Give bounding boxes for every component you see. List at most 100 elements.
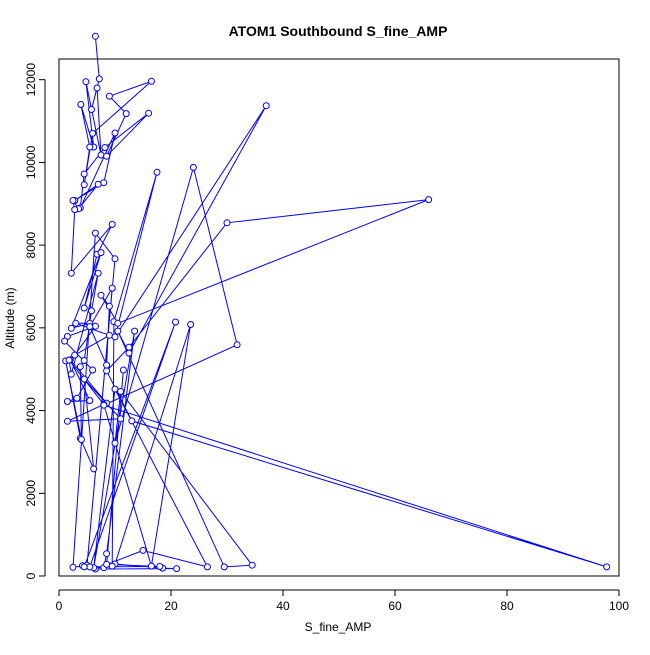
data-point xyxy=(156,563,164,570)
data-point xyxy=(100,401,108,409)
x-tick-label: 40 xyxy=(276,599,290,613)
data-point xyxy=(86,563,94,571)
data-point xyxy=(77,436,85,443)
data-point xyxy=(88,307,95,315)
data-point xyxy=(139,546,147,554)
data-point xyxy=(80,563,88,571)
data-point xyxy=(425,196,433,204)
y-tick-label: 6000 xyxy=(24,314,38,341)
data-point xyxy=(128,417,136,425)
data-point xyxy=(63,398,71,405)
x-tick-label: 0 xyxy=(56,599,63,613)
data-point xyxy=(122,110,130,118)
data-point xyxy=(88,106,95,113)
data-point xyxy=(67,269,75,277)
data-point xyxy=(67,370,75,378)
series-line xyxy=(63,36,607,570)
data-point xyxy=(80,357,88,364)
data-point xyxy=(97,151,105,159)
series-lines xyxy=(63,36,607,570)
data-point xyxy=(80,181,88,189)
data-point xyxy=(94,269,102,277)
data-point xyxy=(173,565,181,573)
data-point xyxy=(125,349,133,357)
data-point xyxy=(105,302,113,310)
data-point xyxy=(172,318,179,326)
plot-frame xyxy=(58,58,620,577)
y-tick-label: 10000 xyxy=(24,145,38,179)
data-point xyxy=(69,563,77,571)
data-point xyxy=(86,143,94,151)
data-point xyxy=(67,324,75,332)
data-point xyxy=(223,219,231,227)
data-point xyxy=(189,163,197,171)
data-point xyxy=(105,331,113,339)
data-point xyxy=(108,284,116,292)
data-point xyxy=(111,255,119,263)
data-point xyxy=(100,179,108,187)
data-point xyxy=(97,291,105,299)
data-point xyxy=(119,366,127,374)
data-point xyxy=(103,152,111,160)
data-point xyxy=(86,397,94,405)
data-point xyxy=(101,144,109,151)
data-point xyxy=(91,32,99,40)
data-point xyxy=(69,197,77,204)
chart-title: ATOM1 Southbound S_fine_AMP xyxy=(229,23,448,39)
x-tick-label: 20 xyxy=(164,599,178,613)
data-point xyxy=(111,439,119,447)
data-point xyxy=(65,356,73,364)
data-point xyxy=(108,220,116,228)
x-tick-label: 80 xyxy=(500,599,514,613)
data-point xyxy=(63,417,71,425)
data-point xyxy=(220,563,228,571)
data-point xyxy=(71,351,79,359)
data-point xyxy=(108,562,116,570)
data-point xyxy=(91,229,99,237)
data-point xyxy=(147,77,155,85)
data-point xyxy=(73,394,81,402)
data-point xyxy=(103,367,111,375)
data-point xyxy=(145,109,153,117)
data-point xyxy=(262,102,270,110)
data-point xyxy=(117,388,125,395)
data-point xyxy=(71,206,79,214)
data-point xyxy=(89,129,97,137)
data-point xyxy=(103,560,111,568)
x-axis-label: S_fine_AMP xyxy=(305,620,372,634)
data-point xyxy=(80,170,88,178)
data-point xyxy=(233,341,241,349)
y-tick-label: 4000 xyxy=(24,397,38,424)
data-point xyxy=(77,101,85,108)
y-axis-label: Altitude (m) xyxy=(3,287,17,348)
x-axis: 0 20 40 60 80 100 xyxy=(56,589,629,613)
x-tick-label: 100 xyxy=(609,599,629,613)
y-tick-label: 12000 xyxy=(24,63,38,97)
series-points xyxy=(61,32,611,573)
data-point xyxy=(248,561,256,569)
data-point xyxy=(103,361,111,369)
data-point xyxy=(147,562,155,570)
data-point xyxy=(91,322,99,330)
data-point xyxy=(97,249,105,257)
data-point xyxy=(111,333,119,341)
y-tick-label: 2000 xyxy=(24,480,38,507)
data-point xyxy=(86,323,94,331)
data-point xyxy=(117,415,125,423)
data-point xyxy=(153,168,161,176)
x-tick-label: 60 xyxy=(388,599,402,613)
data-point xyxy=(187,321,195,328)
y-axis: 0 2000 4000 6000 8000 10000 12000 xyxy=(24,63,46,579)
data-point xyxy=(94,180,102,188)
data-point xyxy=(90,465,98,473)
data-point xyxy=(114,319,122,327)
data-point xyxy=(603,563,611,571)
data-point xyxy=(72,319,80,327)
data-point xyxy=(61,337,69,345)
data-point xyxy=(93,84,101,92)
data-point xyxy=(203,563,211,571)
data-point xyxy=(131,327,139,335)
data-point xyxy=(103,550,111,558)
